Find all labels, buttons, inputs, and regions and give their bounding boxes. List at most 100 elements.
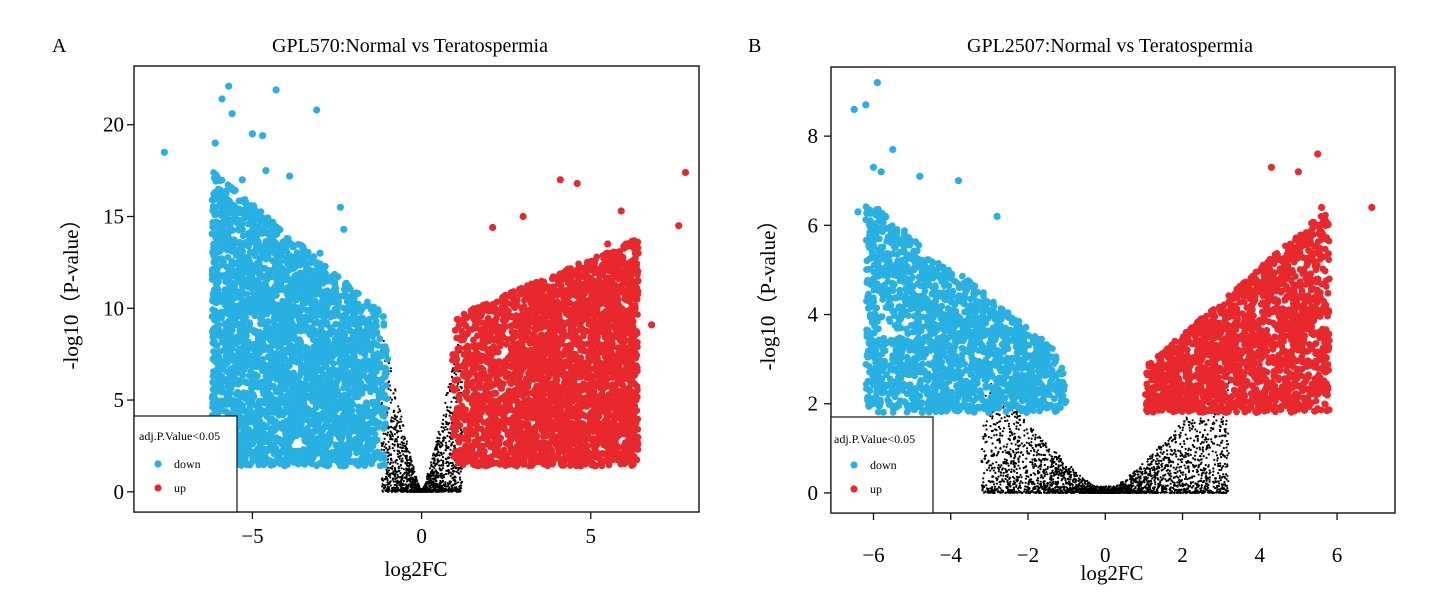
panel-a-point-ns <box>403 490 406 493</box>
panel-a-point-ns <box>408 474 411 477</box>
panel-a-point-ns <box>445 469 448 472</box>
panel-a-point-ns <box>389 453 392 456</box>
panel-a-point-ns <box>450 443 453 446</box>
panel-a-point-ns <box>410 486 413 489</box>
panel-a-point-down <box>373 376 381 384</box>
panel-a-point-ns <box>398 424 401 428</box>
panel-a-point-ns <box>404 462 407 465</box>
panel-a-point-down <box>227 236 235 244</box>
panel-a-point-down <box>236 377 243 384</box>
panel-a-point-ns <box>423 487 426 490</box>
panel-a-point-ns <box>449 471 452 474</box>
panel-a-point-down <box>271 336 279 343</box>
panel-a-point-ns <box>429 461 433 464</box>
panel-a-point-ns <box>392 461 395 464</box>
panel-a-point-down <box>366 443 374 450</box>
panel-a-point-ns <box>442 437 445 440</box>
panel-a-point-ns <box>458 476 462 479</box>
panel-a-point-down <box>310 453 317 461</box>
panel-a-point-ns <box>394 418 397 421</box>
panel-a-point-down <box>343 361 351 369</box>
panel-a-point-ns <box>386 466 390 469</box>
panel-a-point-ns <box>447 446 450 449</box>
panel-a-point-ns <box>457 466 460 470</box>
panel-a-point-down <box>277 278 285 286</box>
panel-a-point-ns <box>460 484 463 487</box>
panel-a-point-ns <box>389 476 392 479</box>
panel-a-point-down <box>339 417 347 424</box>
panel-a-point-down <box>344 457 352 465</box>
panel-a-point-ns <box>434 479 438 482</box>
panel-a-point-ns <box>386 449 389 452</box>
panel-a-point-down <box>297 391 305 398</box>
panel-a-point-down <box>241 268 249 276</box>
panel-a-point-ns <box>441 430 444 433</box>
panel-a-point-down <box>340 348 348 356</box>
panel-a-point-ns <box>401 424 405 427</box>
panel-a-point-down <box>287 424 294 431</box>
panel-a-point-ns <box>430 463 433 467</box>
panel-a-point-ns <box>409 468 412 471</box>
panel-a-point-down <box>304 405 312 413</box>
panel-a-point-down <box>335 371 342 379</box>
panel-a-point-down <box>276 436 284 443</box>
panel-a-point-down <box>347 286 354 293</box>
panel-a-point-down <box>232 252 240 259</box>
panel-a-point-ns <box>446 488 449 492</box>
panel-a-point-ns <box>439 474 443 477</box>
panel-a-point-ns <box>448 486 451 489</box>
panel-a-point-down <box>344 442 351 450</box>
panel-a-point-ns <box>448 490 451 493</box>
panel-a-point-down <box>275 420 283 428</box>
panel-a-point-ns <box>452 467 455 470</box>
panel-a-point-ns <box>439 441 442 444</box>
panel-a-point-ns <box>407 464 410 467</box>
panel-a-point-ns <box>460 428 463 432</box>
panel-a-point-ns <box>447 472 450 475</box>
panel-a-point-ns <box>460 430 464 434</box>
panel-a-point-ns <box>434 490 437 493</box>
panel-a-point-ns <box>429 480 432 483</box>
panel-a-point-ns <box>457 471 460 474</box>
panel-a-point-down <box>209 248 217 256</box>
panel-a-point-down <box>269 293 276 301</box>
panel-a-point-down <box>361 351 369 358</box>
panel-a-point-down <box>333 456 340 464</box>
panel-a-point-ns <box>406 490 409 493</box>
panel-a-point-ns <box>411 472 414 475</box>
panel-a-point-down <box>363 374 370 382</box>
panel-a-point-ns <box>433 457 436 460</box>
panel-a-point-down <box>280 410 288 418</box>
panel-a-point-ns <box>396 422 399 425</box>
panel-a-point-down <box>311 320 319 327</box>
panel-a-point-down <box>367 343 375 351</box>
panel-a-point-ns <box>386 479 389 482</box>
panel-a-point-down <box>319 264 326 271</box>
panel-a-point-down <box>266 273 274 281</box>
panel-a-point-down <box>212 326 220 334</box>
panel-a-point-down <box>383 395 391 403</box>
panel-a-point-down <box>301 460 309 468</box>
panel-a-point-ns <box>389 430 392 433</box>
panel-a-point-ns <box>448 440 451 443</box>
panel-a-point-ns <box>381 477 384 480</box>
panel-a-point-down <box>324 462 331 470</box>
panel-a-point-ns <box>428 487 431 490</box>
panel-a-point-ns <box>432 488 435 492</box>
panel-a-point-ns <box>391 426 394 429</box>
panel-a-point-down <box>345 322 352 330</box>
panel-a-point-down <box>353 445 360 453</box>
panel-a-point-ns <box>387 451 390 454</box>
panel-a-point-down <box>276 455 284 462</box>
panel-a-point-ns <box>400 476 403 479</box>
panel-a-point-ns <box>425 488 428 491</box>
panel-a-point-down <box>225 383 233 391</box>
panel-a-point-ns <box>425 481 428 484</box>
panel-a-point-ns <box>383 448 386 451</box>
panel-a-point-down <box>247 432 255 440</box>
panel-a-point-down <box>317 459 325 467</box>
panel-a-point-ns <box>442 490 445 493</box>
panel-a-point-down <box>275 286 283 294</box>
panel-a-point-down <box>307 428 314 436</box>
panel-a-point-down <box>334 299 342 307</box>
